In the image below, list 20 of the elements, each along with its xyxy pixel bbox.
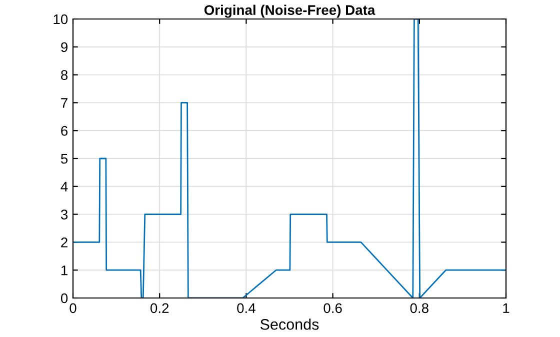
y-tick-label: 2 (61, 238, 68, 248)
x-tick-label: 1 (503, 303, 510, 313)
x-tick-label: 0.6 (324, 303, 342, 314)
y-tick-label: 3 (60, 210, 68, 220)
y-tick-label: 4 (60, 182, 68, 192)
line-series (73, 19, 506, 298)
y-tick-label: 8 (61, 70, 68, 80)
chart-title: Original (Noise-Free) Data (204, 4, 376, 18)
x-tick-label: 0.8 (410, 303, 428, 314)
x-tick-label: 0.4 (237, 303, 256, 314)
x-tick-label: 0.2 (150, 303, 169, 314)
y-tick-label: 7 (61, 98, 68, 108)
y-tick-label: 5 (60, 154, 68, 164)
y-tick-label: 6 (61, 126, 68, 136)
x-axis-title: Seconds (260, 318, 319, 330)
y-tick-label: 1 (61, 266, 68, 276)
y-tick-label: 10 (54, 14, 68, 24)
y-tick-label: 0 (60, 293, 68, 304)
y-tick-label: 9 (61, 42, 68, 52)
x-tick-label: 0 (70, 303, 76, 314)
